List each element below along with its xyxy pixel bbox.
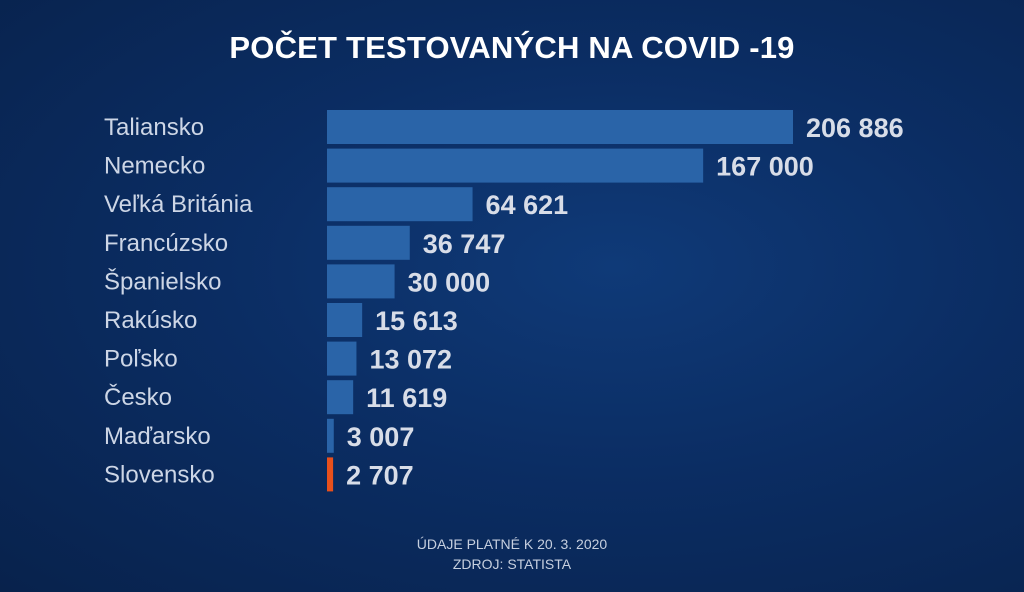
value-label-polsko: 13 072 [369, 345, 452, 375]
category-label-spanielsko: Španielsko [104, 267, 221, 295]
value-label-rakusko: 15 613 [375, 306, 458, 336]
category-label-rakusko: Rakúsko [104, 307, 197, 334]
category-label-slovensko: Slovensko [104, 461, 215, 488]
bar-chart: Taliansko 206 886 Nemecko 167 000 Veľká Brit… [104, 110, 904, 492]
bar-polsko [327, 341, 357, 376]
bar-velka-britania [327, 187, 473, 222]
bar-spanielsko [327, 264, 395, 299]
bar-rakusko [327, 303, 363, 337]
value-label-madarsko: 3 007 [347, 422, 415, 452]
category-label-polsko: Poľsko [104, 346, 178, 373]
bar-slovensko [327, 457, 334, 492]
bar-taliansko [327, 110, 793, 144]
bar-madarsko [327, 418, 334, 453]
bar-nemecko [327, 148, 704, 183]
value-label-francuzsko: 36 747 [423, 229, 506, 259]
category-label-madarsko: Maďarsko [104, 423, 211, 450]
value-label-velka-britania: 64 621 [486, 190, 569, 220]
value-label-spanielsko: 30 000 [408, 267, 491, 297]
bar-cesko [327, 380, 354, 415]
category-label-velka-britania: Veľká Británia [104, 191, 253, 218]
value-label-cesko: 11 619 [366, 383, 447, 413]
data-validity-note: ÚDAJE PLATNÉ K 20. 3. 2020 [416, 536, 608, 552]
chart-title: POČET TESTOVANÝCH NA COVID -19 [229, 30, 795, 65]
bar-francuzsko [327, 225, 410, 260]
category-label-cesko: Česko [104, 383, 172, 411]
category-label-taliansko: Taliansko [104, 114, 204, 141]
value-label-nemecko: 167 000 [716, 152, 814, 182]
category-label-nemecko: Nemecko [104, 153, 205, 180]
value-label-slovensko: 2 707 [346, 460, 414, 490]
value-label-taliansko: 206 886 [806, 113, 904, 143]
data-source: ZDROJ: STATISTA [452, 556, 572, 572]
category-label-francuzsko: Francúzsko [104, 230, 228, 257]
